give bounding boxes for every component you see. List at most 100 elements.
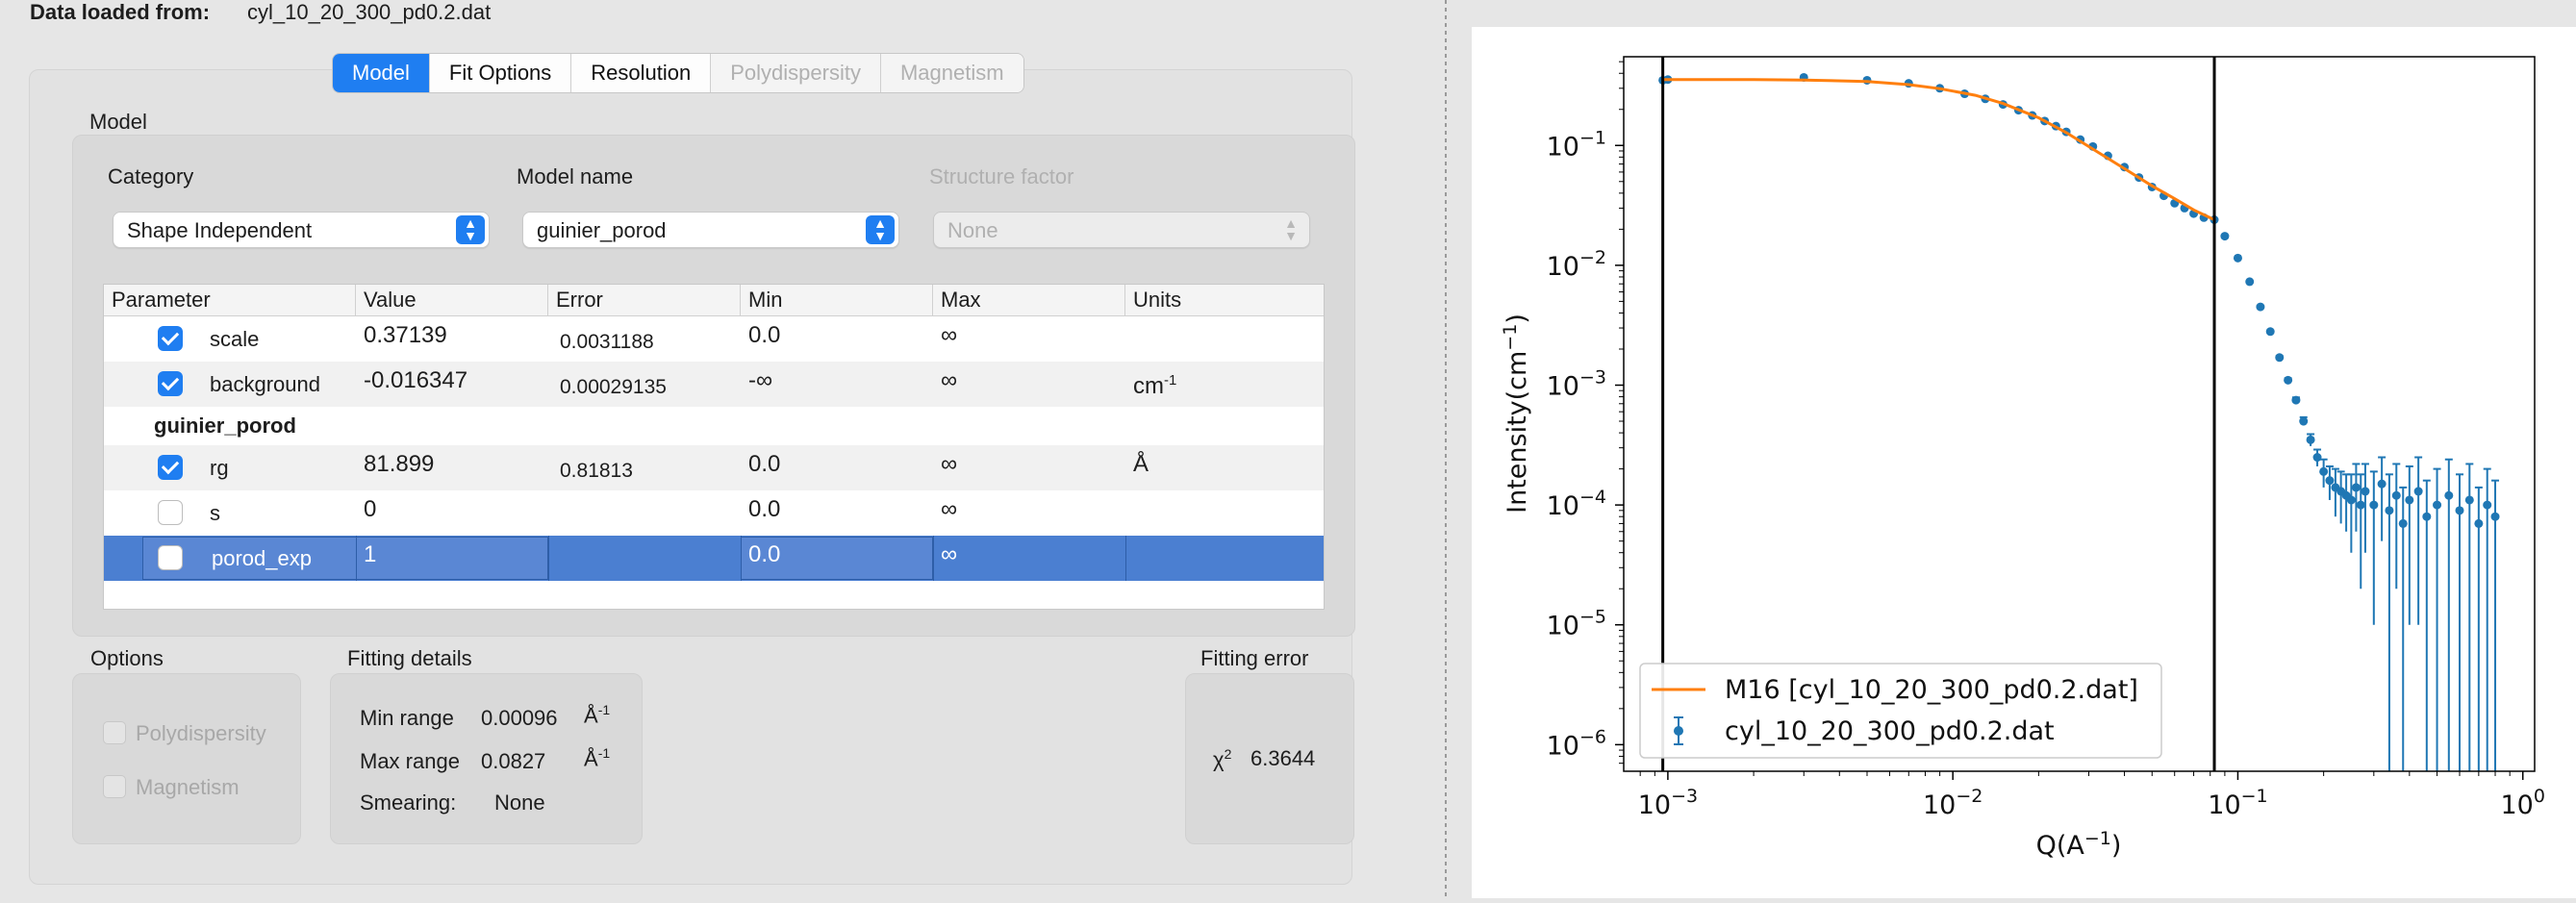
data-point xyxy=(2405,495,2414,505)
column-divider xyxy=(356,536,357,581)
table-row[interactable]: rg 81.899 0.81813 0.0 ∞ Å xyxy=(104,445,1324,490)
sas-plot[interactable]: 10−3 10−2 10−1 100 10−1 10−2 10−3 10−4 10−5 10−6… xyxy=(1472,27,2576,898)
data-point xyxy=(2265,327,2275,337)
header-parameter[interactable]: Parameter xyxy=(104,285,356,315)
fit-checkbox[interactable] xyxy=(158,371,183,396)
legend-model-label: M16 [cyl_10_20_300_pd0.2.dat] xyxy=(1725,675,2138,705)
param-min[interactable]: 0.0 xyxy=(748,496,781,522)
x-tick-label: 10−2 xyxy=(1923,786,1983,820)
fit-checkbox[interactable] xyxy=(158,326,183,351)
param-value[interactable]: -0.016347 xyxy=(364,367,468,393)
param-max[interactable]: ∞ xyxy=(941,451,958,477)
y-tick-label: 10−5 xyxy=(1547,607,1606,641)
parameter-table[interactable]: Parameter Value Error Min Max Units scal… xyxy=(103,284,1325,610)
param-name: porod_exp xyxy=(212,546,312,570)
param-min[interactable]: -∞ xyxy=(748,367,773,393)
header-max[interactable]: Max xyxy=(933,285,1125,315)
model-curve xyxy=(1662,78,2215,221)
param-max[interactable]: ∞ xyxy=(941,322,958,348)
smearing-value: None xyxy=(494,790,545,815)
table-row-selected[interactable]: porod_exp 1 0.0 ∞ xyxy=(104,536,1324,581)
structure-factor-value: None xyxy=(947,218,998,242)
y-tick-label: 10−3 xyxy=(1547,366,1606,401)
structure-factor-label: Structure factor xyxy=(929,164,1074,188)
plot-canvas: 10−3 10−2 10−1 100 10−1 10−2 10−3 10−4 10−5 10−6… xyxy=(1472,27,2576,898)
param-max[interactable]: ∞ xyxy=(941,496,958,522)
data-point xyxy=(2490,512,2500,521)
y-tick-label: 10−1 xyxy=(1547,127,1606,162)
table-row[interactable]: background -0.016347 0.00029135 -∞ ∞ cm-… xyxy=(104,362,1324,407)
column-divider xyxy=(1125,536,1126,581)
data-point xyxy=(2346,495,2356,505)
data-point xyxy=(2455,506,2464,515)
param-error: 0.0031188 xyxy=(560,331,654,353)
param-value[interactable]: 1 xyxy=(364,541,377,567)
fit-checkbox[interactable] xyxy=(158,545,183,570)
data-point xyxy=(2422,512,2432,521)
param-error: 0.00029135 xyxy=(560,376,667,398)
data-point xyxy=(2275,353,2285,363)
legend: M16 [cyl_10_20_300_pd0.2.dat] cyl_10_20_… xyxy=(1639,663,2162,759)
fitting-error-label: Fitting error xyxy=(1200,646,1309,670)
param-min[interactable]: 0.0 xyxy=(748,451,781,477)
unit-base: Å xyxy=(584,746,598,771)
param-value[interactable]: 0.37139 xyxy=(364,322,447,348)
header-min[interactable]: Min xyxy=(741,285,933,315)
max-range-unit: Å-1 xyxy=(584,745,610,771)
tab-magnetism[interactable]: Magnetism xyxy=(880,54,1023,92)
data-point xyxy=(2319,466,2329,476)
fitting-error-group xyxy=(1185,673,1354,844)
category-select[interactable]: Shape Independent ▲ ▼ xyxy=(113,212,490,248)
category-value: Shape Independent xyxy=(127,218,313,242)
data-point xyxy=(2385,506,2394,515)
polydispersity-checkbox[interactable] xyxy=(103,721,126,744)
legend-data-marker xyxy=(1674,726,1683,736)
table-header: Parameter Value Error Min Max Units xyxy=(104,285,1324,316)
data-point xyxy=(2351,483,2361,492)
magnetism-option-label: Magnetism xyxy=(136,775,240,799)
param-max[interactable]: ∞ xyxy=(941,367,958,393)
data-point xyxy=(2233,253,2242,263)
updown-arrow-icon: ▲ ▼ xyxy=(866,215,895,244)
magnetism-checkbox[interactable] xyxy=(103,775,126,798)
selected-cell xyxy=(741,537,933,580)
header-units[interactable]: Units xyxy=(1133,288,1182,312)
tab-model[interactable]: Model xyxy=(333,54,430,92)
y-tick-label: 10−4 xyxy=(1547,487,1606,521)
fit-checkbox[interactable] xyxy=(158,455,183,480)
x-tick-label: 10−3 xyxy=(1638,786,1698,820)
param-max[interactable]: ∞ xyxy=(941,541,958,567)
table-group-row[interactable]: guinier_porod xyxy=(104,407,1324,445)
data-point xyxy=(2299,416,2309,426)
param-units: cm-1 xyxy=(1133,358,1176,403)
panel-splitter[interactable] xyxy=(1445,0,1447,898)
param-value[interactable]: 81.899 xyxy=(364,451,435,477)
table-row[interactable]: scale 0.37139 0.0031188 0.0 ∞ xyxy=(104,316,1324,362)
tab-resolution[interactable]: Resolution xyxy=(571,54,712,92)
y-tick-label: 10−2 xyxy=(1547,247,1606,282)
header-error[interactable]: Error xyxy=(548,285,741,315)
param-name: rg xyxy=(210,456,229,480)
param-min[interactable]: 0.0 xyxy=(748,541,781,567)
column-divider xyxy=(933,536,934,581)
data-point xyxy=(2433,500,2442,510)
data-point xyxy=(2256,302,2265,312)
structure-factor-select[interactable]: None ▲ ▼ xyxy=(933,212,1310,248)
fit-checkbox[interactable] xyxy=(158,500,183,525)
polydispersity-option-label: Polydispersity xyxy=(136,721,266,745)
table-row[interactable]: s 0 0.0 ∞ xyxy=(104,490,1324,536)
min-range-unit: Å-1 xyxy=(584,702,610,728)
data-point xyxy=(2474,518,2484,528)
data-point xyxy=(2356,500,2365,510)
header-value[interactable]: Value xyxy=(356,285,548,315)
tab-polydispersity[interactable]: Polydispersity xyxy=(711,54,881,92)
model-name-select[interactable]: guinier_porod ▲ ▼ xyxy=(522,212,899,248)
data-point xyxy=(2398,518,2408,528)
options-group xyxy=(72,673,301,844)
param-value[interactable]: 0 xyxy=(364,496,377,522)
data-point xyxy=(2391,490,2401,500)
data-point xyxy=(2464,495,2474,505)
param-min[interactable]: 0.0 xyxy=(748,322,781,348)
tab-fit-options[interactable]: Fit Options xyxy=(429,54,572,92)
column-divider xyxy=(741,536,742,581)
